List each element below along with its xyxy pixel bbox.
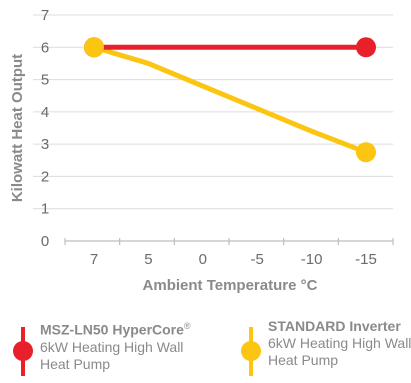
y-tick-labels: 0 1 2 3 4 5 6 7 bbox=[41, 7, 49, 250]
series-point-1 bbox=[356, 142, 376, 163]
legend-entry-standard-inverter: STANDARD Inverter 6kW Heating High Wall … bbox=[268, 318, 411, 369]
x-tick-labels: 7 5 0 -5 -10 -15 bbox=[90, 251, 377, 268]
x-axis bbox=[64, 238, 394, 245]
y-tick-label: 0 bbox=[41, 233, 49, 250]
legend-series-description: 6kW Heating High Wall Heat Pump bbox=[40, 338, 184, 372]
y-tick-label: 3 bbox=[41, 136, 49, 153]
series-point-0 bbox=[356, 37, 376, 58]
legend-entry-hypercore: MSZ-LN50 HyperCore® 6kW Heating High Wal… bbox=[40, 318, 230, 373]
registered-mark: ® bbox=[183, 321, 191, 331]
y-axis-title: Kilowatt Heat Output bbox=[9, 54, 26, 202]
series-group bbox=[84, 37, 376, 163]
legend-marker-dot-0 bbox=[13, 341, 33, 361]
x-tick-label: -10 bbox=[301, 251, 323, 268]
x-tick-label: 0 bbox=[199, 251, 207, 268]
y-tick-label: 5 bbox=[41, 72, 49, 89]
y-tick-label: 7 bbox=[41, 7, 49, 24]
y-tick-label: 2 bbox=[41, 168, 49, 185]
x-axis-title: Ambient Temperature °C bbox=[143, 277, 318, 294]
legend-series-description: 6kW Heating High Wall Heat Pump bbox=[268, 335, 411, 368]
x-tick-label: 7 bbox=[90, 251, 98, 268]
legend-marker-dot-1 bbox=[241, 341, 261, 361]
legend-series-name: MSZ-LN50 HyperCore® bbox=[40, 321, 191, 338]
series-point-1 bbox=[84, 37, 104, 58]
y-tick-label: 6 bbox=[41, 39, 49, 56]
legend-series-name: STANDARD Inverter bbox=[268, 318, 401, 334]
legend-markers bbox=[13, 327, 261, 376]
x-tick-label: 5 bbox=[144, 251, 152, 268]
y-tick-label: 1 bbox=[41, 201, 49, 218]
series-line-1 bbox=[91, 44, 369, 155]
y-tick-label: 4 bbox=[41, 104, 49, 121]
x-tick-label: -15 bbox=[355, 251, 377, 268]
x-tick-label: -5 bbox=[251, 251, 264, 268]
